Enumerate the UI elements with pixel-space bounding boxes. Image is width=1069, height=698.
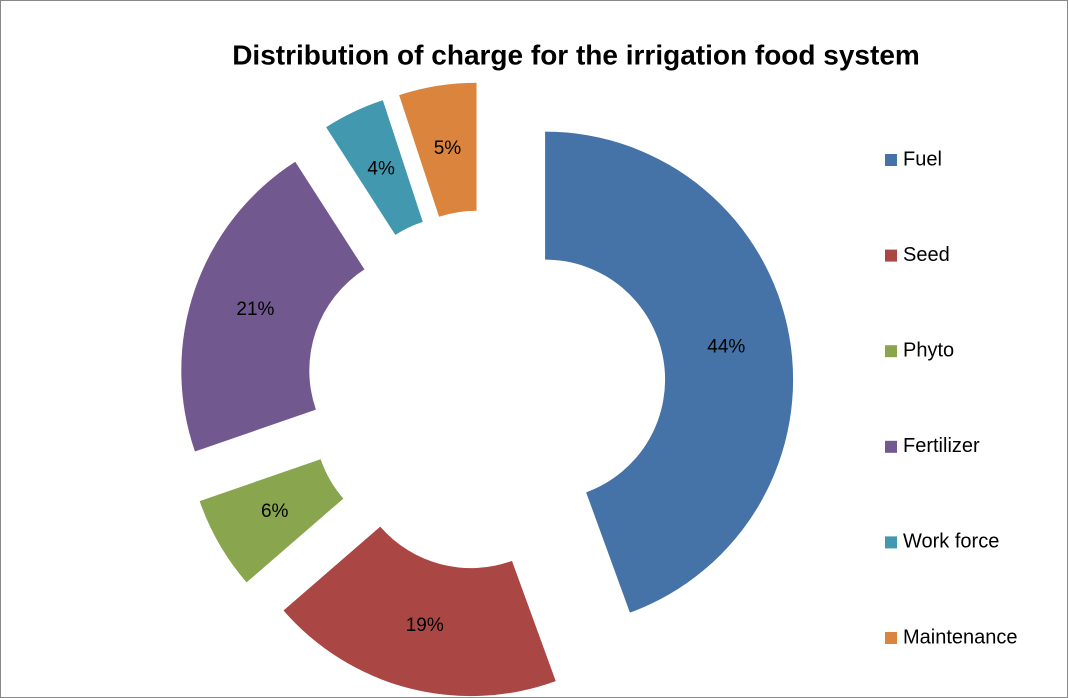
legend-label: Work force	[903, 531, 999, 553]
data-label: 4%	[367, 159, 395, 180]
data-label: 5%	[434, 138, 462, 159]
legend-swatch	[885, 440, 897, 453]
donut-segment	[545, 131, 794, 613]
chart-title: Distribution of charge for the irrigatio…	[232, 39, 920, 70]
donut-segment	[399, 82, 477, 217]
donut-segment	[283, 526, 556, 697]
donut-segment	[326, 100, 423, 235]
legend-swatch	[885, 249, 897, 262]
data-label: 44%	[707, 337, 745, 358]
legend-label: Phyto	[903, 339, 954, 361]
donut-segment	[181, 161, 365, 452]
data-label: 6%	[261, 501, 289, 522]
legend-label: Maintenance	[903, 626, 1018, 648]
legend-swatch	[885, 536, 897, 549]
donut-segment	[199, 459, 344, 583]
legend-swatch	[885, 154, 897, 166]
data-label: 19%	[406, 615, 444, 636]
legend-swatch	[885, 345, 897, 358]
legend-label: Fuel	[903, 148, 942, 170]
legend-label: Seed	[903, 244, 950, 266]
legend-swatch	[885, 632, 897, 644]
data-label: 21%	[236, 299, 274, 320]
legend-label: Fertilizer	[903, 435, 980, 457]
